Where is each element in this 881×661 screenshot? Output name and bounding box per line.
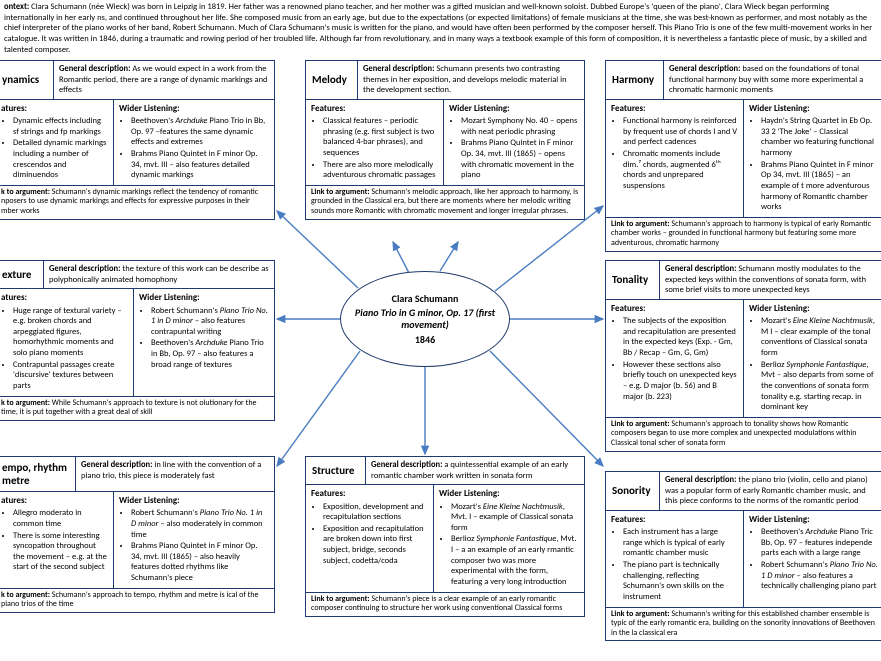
harmony-link: Link to argument: Schumann's approach to… bbox=[606, 217, 881, 251]
sonority-wider: Wider Listening:Beethoven's Archduke Pia… bbox=[744, 511, 881, 607]
harmony-box: HarmonyGeneral description: based on the… bbox=[605, 60, 881, 252]
structure-desc: General description: a quintessential ex… bbox=[366, 457, 584, 484]
wider-item: Mozart's Eine Kleine Nachtmusik, M I – c… bbox=[761, 316, 879, 359]
melody-title: Melody bbox=[306, 61, 358, 99]
melody-desc: General description: Schumann presents t… bbox=[358, 61, 584, 99]
dynamics-link: k to argument: Schumann's dynamic markin… bbox=[0, 185, 274, 219]
piece-year: 1846 bbox=[415, 333, 435, 346]
center-oval: Clara Schumann Piano Trio in G minor, Op… bbox=[340, 271, 510, 367]
harmony-wider: Wider Listening:Haydn's String Quartet i… bbox=[744, 100, 881, 217]
feature-item: Detailed dynamic markings including a nu… bbox=[13, 138, 108, 181]
wider-item: Robert Schumann's Piano Trio No. 1 in D … bbox=[151, 306, 269, 338]
melody-features: Features:Classical features – periodic p… bbox=[306, 100, 444, 185]
tonality-title: Tonality bbox=[606, 261, 660, 299]
sonority-box: SonorityGeneral description: the piano t… bbox=[605, 471, 881, 641]
tempo-link: k to argument: Schumann's approach to te… bbox=[0, 588, 274, 612]
sonority-desc: General description: the piano trio (vio… bbox=[660, 472, 881, 510]
feature-item: The piano part is technically challengin… bbox=[623, 560, 738, 603]
context-block: ontext: Clara Schumann (née Wieck) was b… bbox=[0, 0, 881, 61]
wider-item: Robert Schumann's Piano Trio No. 1 D min… bbox=[761, 560, 879, 592]
tempo-features: atures:Allegro moderato in common timeTh… bbox=[0, 492, 114, 588]
dynamics-wider: Wider Listening:Beethoven's Archduke Pia… bbox=[114, 100, 274, 185]
wider-item: Robert Schumann's Piano Trio No. 1 in D … bbox=[131, 508, 269, 540]
harmony-title: Harmony bbox=[606, 61, 664, 99]
wider-item: Mozart Symphony No. 40 – opens with neat… bbox=[461, 116, 579, 137]
wider-item: Berlioz Symphonie Fantastique, Mvt. I – … bbox=[451, 534, 579, 587]
piece-title: Piano Trio in G minor, Op. 17 (first mov… bbox=[341, 307, 509, 331]
context-label: ontext: bbox=[4, 2, 29, 12]
dynamics-title: ynamics bbox=[0, 61, 54, 99]
melody-wider: Wider Listening:Mozart Symphony No. 40 –… bbox=[444, 100, 584, 185]
concept-map: Clara Schumann Piano Trio in G minor, Op… bbox=[0, 56, 881, 661]
feature-item: Contrapuntal passages create 'discursive… bbox=[13, 360, 128, 392]
feature-item: There are also more melodically adventur… bbox=[323, 160, 438, 181]
context-text: Clara Schumann (née Wieck) was born in L… bbox=[4, 2, 872, 55]
tempo-title: empo, rhythm metre bbox=[0, 457, 76, 491]
structure-features: Features:Exposition, development and rec… bbox=[306, 485, 434, 591]
wider-item: Brahms Piano Quintet in F minor Op. 34, … bbox=[461, 138, 579, 181]
feature-item: Classical features – periodic phrasing (… bbox=[323, 116, 438, 159]
feature-item: Huge range of textural variety – e.g. br… bbox=[13, 306, 128, 359]
wider-item: Beethoven's Archduke Piano Trio in Bb, O… bbox=[151, 338, 269, 370]
harmony-features: Features:Functional harmony is reinforce… bbox=[606, 100, 744, 217]
feature-item: Chromatic moments include dim.⁷ chords, … bbox=[623, 149, 738, 192]
dynamics-features: atures:Dynamic effects including sf stri… bbox=[0, 100, 114, 185]
dynamics-desc: General description: As we would expect … bbox=[54, 61, 274, 99]
feature-item: Exposition, development and recapitulati… bbox=[323, 502, 428, 523]
dynamics-box: ynamicsGeneral description: As we would … bbox=[0, 60, 275, 220]
harmony-desc: General description: based on the founda… bbox=[664, 61, 881, 99]
structure-box: StructureGeneral description: a quintess… bbox=[305, 456, 585, 617]
sonority-link: Link to argument: Schumann's writing for… bbox=[606, 607, 881, 641]
melody-box: MelodyGeneral description: Schumann pres… bbox=[305, 60, 585, 220]
feature-item: Dynamic effects including sf strings and… bbox=[13, 116, 108, 137]
wider-item: Beethoven's Archduke Piano Trio in Bb, O… bbox=[131, 116, 269, 148]
wider-item: Berlioz Symphonie Fantastique, Mvt – als… bbox=[761, 360, 879, 413]
feature-item: There is some interesting syncopation th… bbox=[13, 531, 108, 574]
wider-item: Haydn's String Quartet in Eb Op. 33 2 'T… bbox=[761, 116, 879, 159]
texture-link: k to argument: While Schumann's approach… bbox=[0, 396, 274, 420]
feature-item: Allegro moderato in common time bbox=[13, 508, 108, 529]
structure-title: Structure bbox=[306, 457, 366, 484]
feature-item: Each instrument has a large range which … bbox=[623, 527, 738, 559]
structure-wider: Wider Listening:Mozart's Eine Kleine Nac… bbox=[434, 485, 584, 591]
wider-item: Brahms Piano Quintet in F minor Op. 34, … bbox=[131, 541, 269, 584]
tonality-box: TonalityGeneral description: Schumann mo… bbox=[605, 260, 881, 452]
sonority-features: Features:Each instrument has a large ran… bbox=[606, 511, 744, 607]
texture-features: atures:Huge range of textural variety – … bbox=[0, 289, 134, 395]
tonality-features: Features:The subjects of the exposition … bbox=[606, 300, 744, 417]
tonality-link: Link to argument: Schumann's approach to… bbox=[606, 417, 881, 451]
feature-item: The subjects of the exposition and recap… bbox=[623, 316, 738, 359]
wider-item: Beethoven's Archduke Piano Tric Bb, Op. … bbox=[761, 527, 879, 559]
feature-item: However these sections also briefly touc… bbox=[623, 360, 738, 403]
tempo-desc: General description: in line with the co… bbox=[76, 457, 274, 491]
tonality-wider: Wider Listening:Mozart's Eine Kleine Nac… bbox=[744, 300, 881, 417]
texture-wider: Wider Listening:Robert Schumann's Piano … bbox=[134, 289, 274, 395]
texture-title: exture bbox=[0, 261, 44, 288]
melody-link: Link to argument: Schumann's melodic app… bbox=[306, 185, 584, 219]
wider-item: Mozart's Eine Kleine Nachtmusik, Mvt. I … bbox=[451, 502, 579, 534]
texture-desc: General description: the texture of this… bbox=[44, 261, 274, 288]
texture-box: extureGeneral description: the texture o… bbox=[0, 260, 275, 421]
tempo-wider: Wider Listening:Robert Schumann's Piano … bbox=[114, 492, 274, 588]
composer-name: Clara Schumann bbox=[392, 292, 459, 305]
structure-link: Link to argument: Schumann's piece is a … bbox=[306, 592, 584, 616]
tonality-desc: General description: Schumann mostly mod… bbox=[660, 261, 881, 299]
feature-item: Exposition and recapitulation are broken… bbox=[323, 524, 428, 567]
feature-item: Functional harmony is reinforced by freq… bbox=[623, 116, 738, 148]
sonority-title: Sonority bbox=[606, 472, 660, 510]
tempo-box: empo, rhythm metreGeneral description: i… bbox=[0, 456, 275, 613]
wider-item: Brahms Piano Quintet in F minor Op. 34, … bbox=[131, 149, 269, 181]
wider-item: Brahms Piano Quintet in F minor Op 34, m… bbox=[761, 160, 879, 213]
